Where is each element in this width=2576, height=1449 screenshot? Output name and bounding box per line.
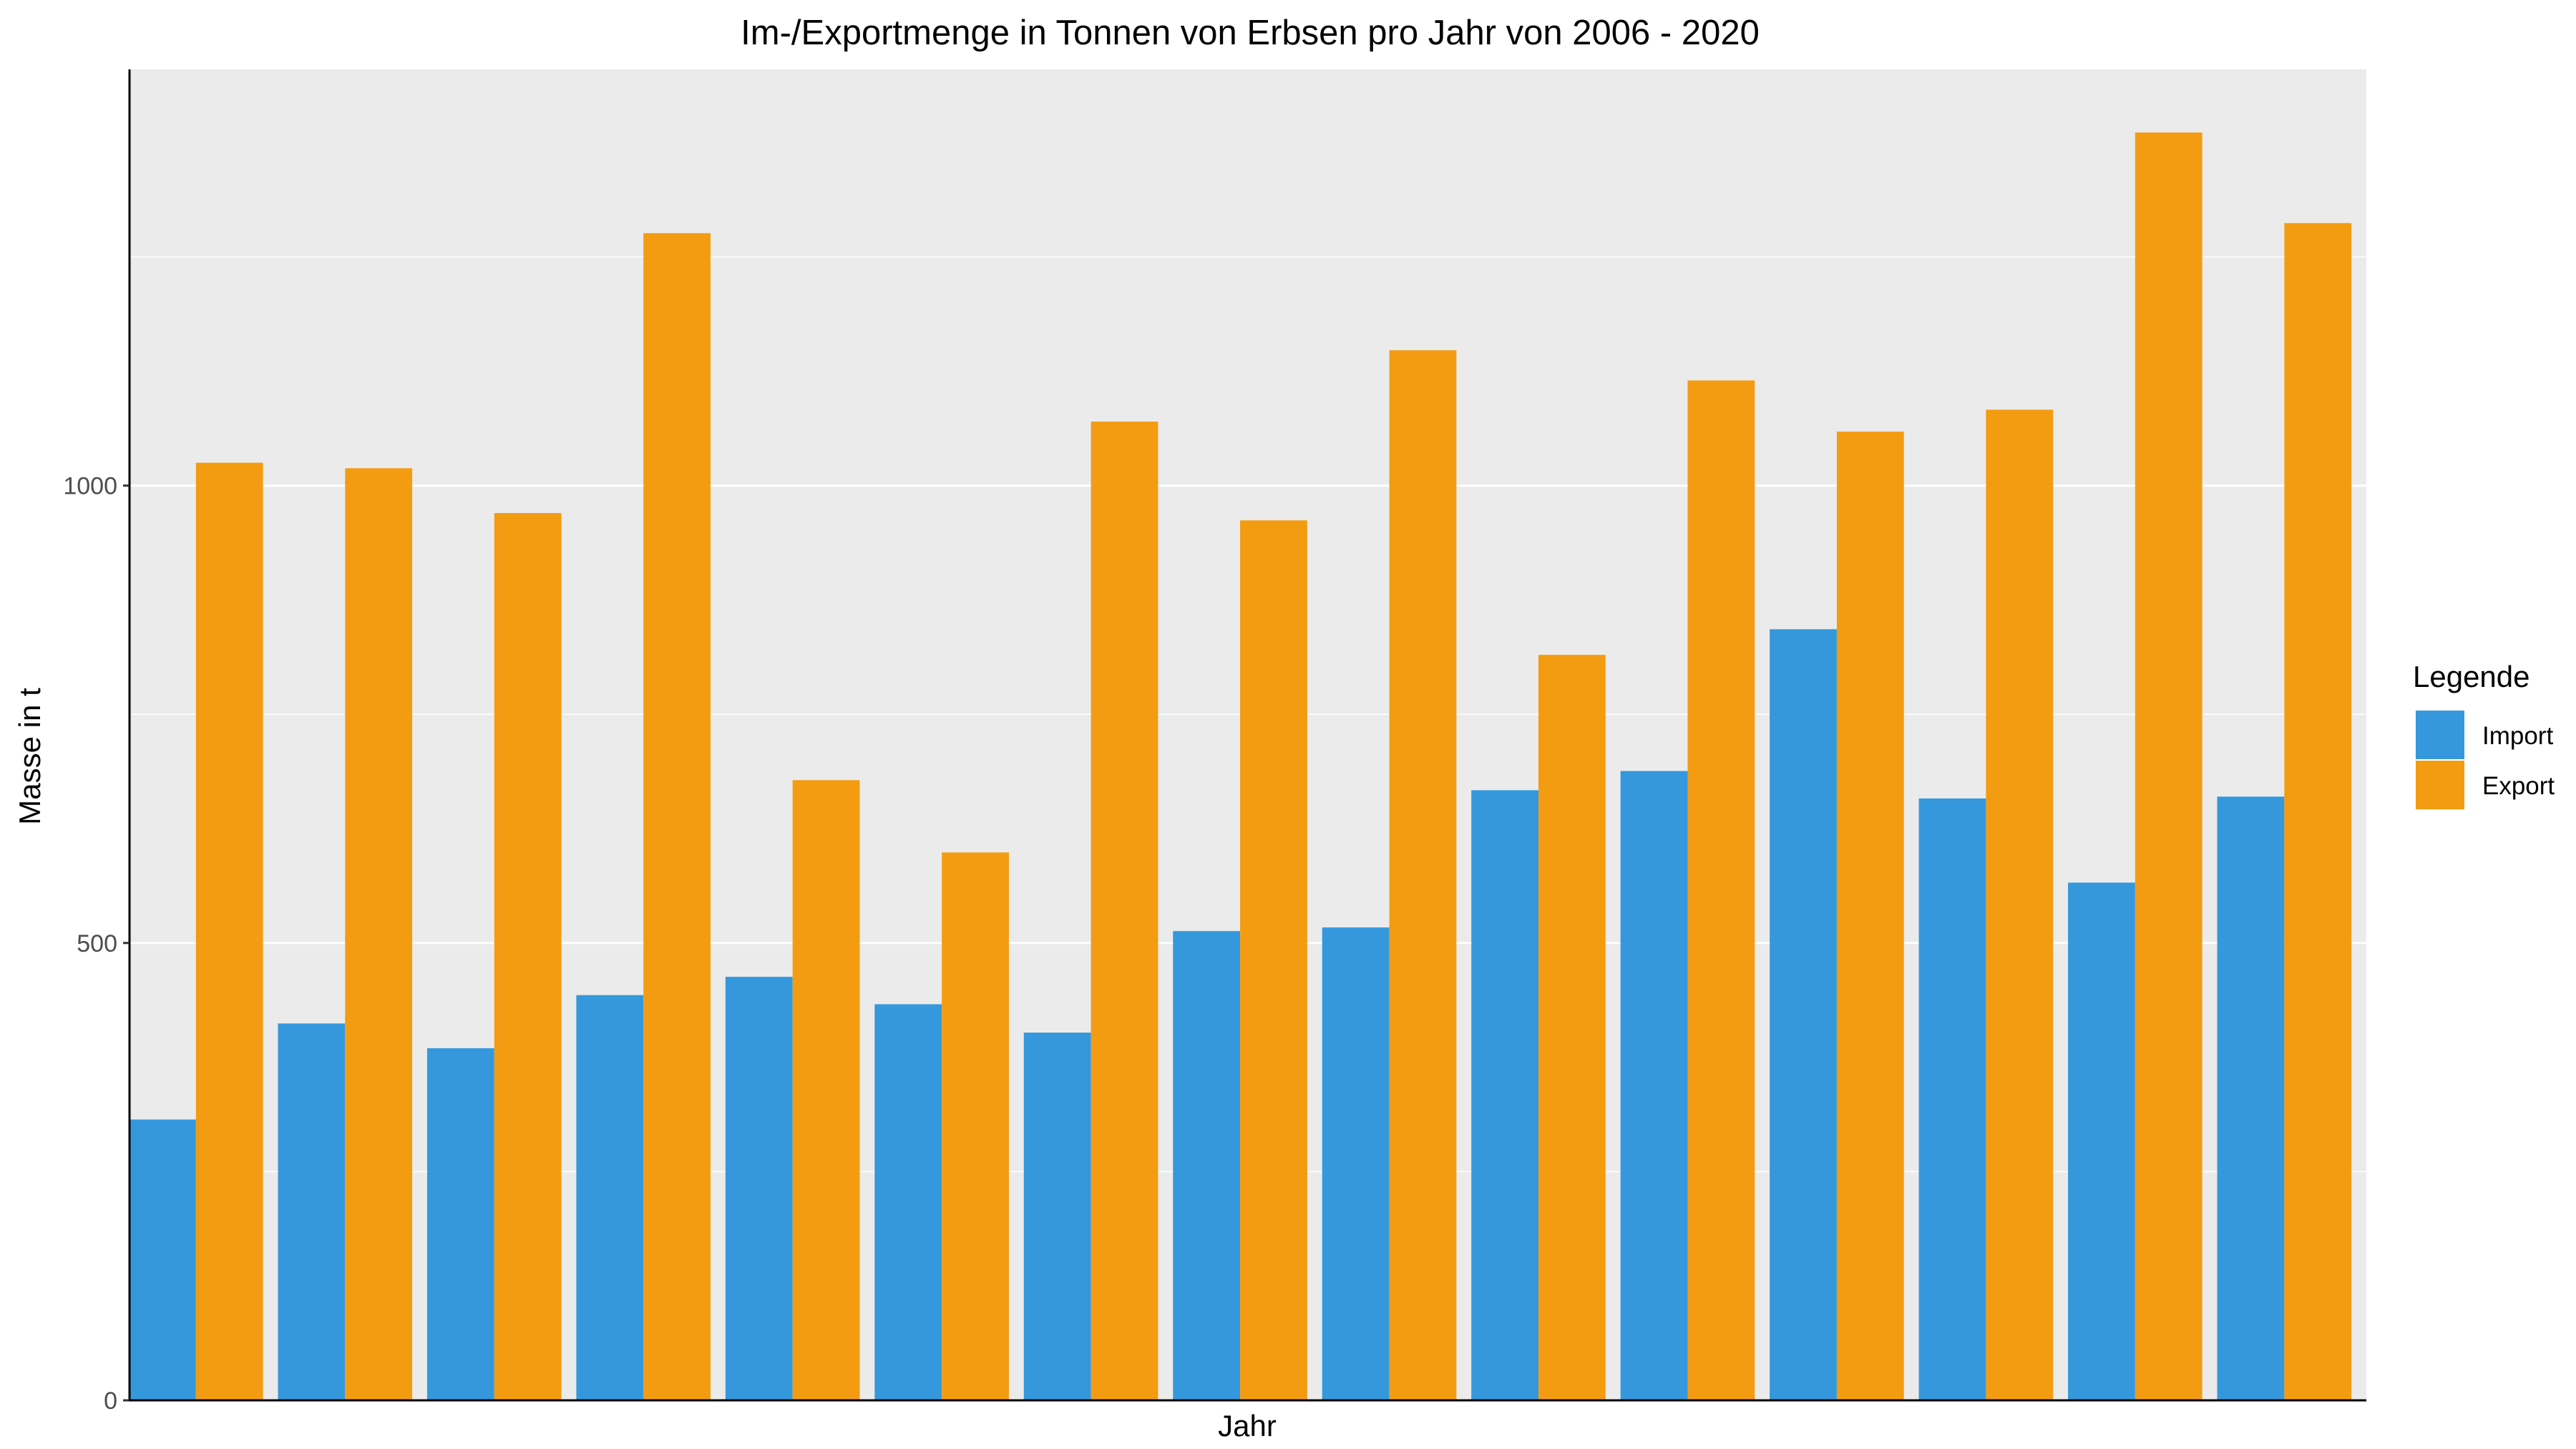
legend-label-import: Import [2482,722,2553,750]
y-tick-label: 1000 [63,473,117,500]
y-axis-ticks: 0 500 1000 [63,473,129,1415]
bar-import-2020 [2217,796,2285,1400]
x-axis-title: Jahr [1218,1409,1277,1443]
legend-label-export: Export [2482,772,2555,800]
bar-export-2018 [1986,409,2054,1400]
bar-import-2018 [1918,798,1986,1400]
bar-import-2019 [2068,882,2135,1400]
y-axis-title: Masse in t [13,688,47,825]
bar-import-2012 [1023,1033,1091,1400]
legend: Legende Import Export [2413,660,2555,809]
bar-export-2007 [345,468,413,1400]
bar-import-2015 [1471,790,1539,1400]
legend-key-import [2416,711,2464,759]
bar-import-2014 [1322,927,1390,1400]
bar-import-2017 [1770,629,1837,1400]
bar-export-2020 [2284,223,2352,1400]
bar-import-2007 [278,1023,346,1400]
bar-export-2008 [494,513,562,1400]
bar-import-2013 [1173,931,1241,1400]
bar-import-2011 [874,1004,942,1400]
bar-export-2009 [643,233,711,1401]
bar-export-2010 [792,780,860,1400]
y-tick-label: 0 [104,1387,117,1415]
bar-export-2017 [1836,431,1904,1400]
bar-export-2012 [1091,421,1158,1400]
bar-export-2019 [2135,132,2202,1401]
bar-import-2008 [426,1048,494,1400]
bar-export-2006 [195,462,263,1401]
bar-import-2010 [725,977,793,1400]
legend-key-export [2416,761,2464,809]
bar-export-2011 [942,852,1009,1400]
bar-import-2009 [576,995,644,1400]
bar-export-2015 [1538,655,1606,1401]
bar-import-2016 [1620,771,1688,1400]
bar-export-2013 [1240,520,1307,1400]
bar-export-2014 [1389,350,1457,1400]
bars [129,132,2352,1401]
bar-export-2016 [1687,380,1755,1400]
chart-title: Im-/Exportmenge in Tonnen von Erbsen pro… [741,14,1760,52]
y-tick-label: 500 [77,930,117,957]
legend-title: Legende [2413,660,2530,693]
bar-import-2006 [129,1119,196,1400]
